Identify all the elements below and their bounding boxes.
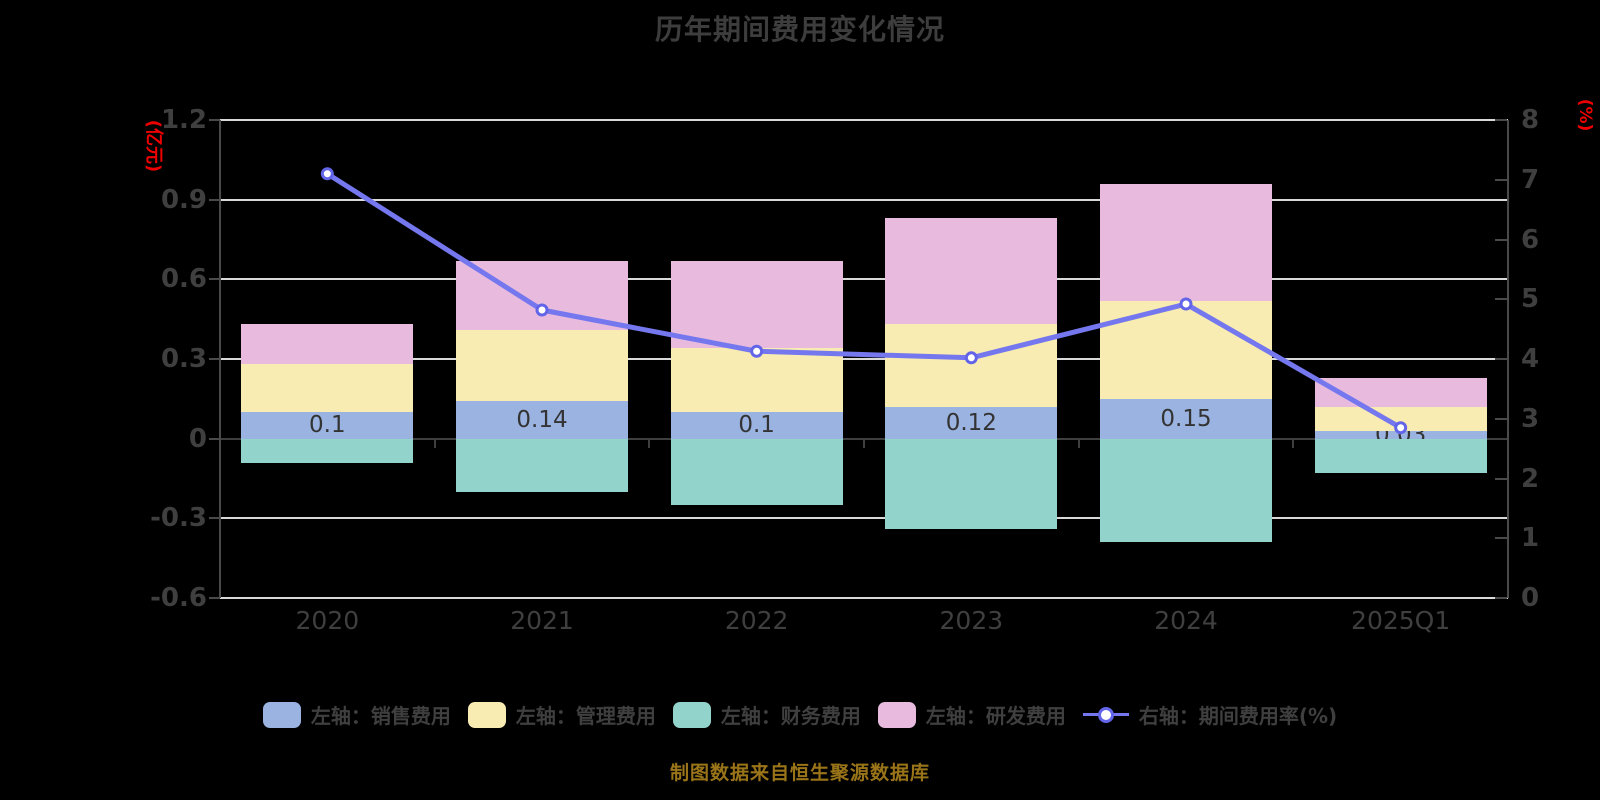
- legend-label: 左轴：管理费用: [515, 704, 656, 728]
- right-axis-tick: [1495, 178, 1507, 181]
- right-axis-tick: [1495, 238, 1507, 241]
- legend: 左轴：销售费用 左轴：管理费用 左轴：财务费用 左轴：研发费用 右轴：期间费用率(%): [0, 700, 1600, 729]
- legend-swatch-admin-expense: [467, 701, 506, 728]
- gridline: [220, 597, 1508, 599]
- left-axis-tick-label: 0.6: [160, 264, 207, 295]
- right-axis-tick: [1495, 119, 1507, 121]
- legend-item-admin-expense[interactable]: 左轴：管理费用: [467, 700, 656, 729]
- legend-item-period-expense-ratio[interactable]: 右轴：期间费用率(%): [1082, 700, 1338, 729]
- left-axis-tick-labels: 1.2 0.9 0.6 0.3 0 -0.3 -0.6: [0, 0, 207, 800]
- left-axis-tick-label: 1.2: [160, 105, 207, 135]
- left-axis-tick: [209, 437, 220, 440]
- category-boundary-tick: [863, 438, 865, 448]
- right-axis-tick: [1495, 298, 1507, 301]
- left-axis-tick: [209, 517, 220, 520]
- bar-value-label: 0.15: [1160, 405, 1212, 432]
- left-axis-tick-label: -0.6: [150, 583, 207, 613]
- right-axis-tick-labels: 8 7 6 5 4 3 2 1 0: [1521, 0, 1591, 800]
- legend-item-finance-expense[interactable]: 左轴：财务费用: [672, 700, 861, 729]
- legend-label: 左轴：研发费用: [925, 704, 1066, 728]
- bar-segment-admin-expense: [1100, 300, 1272, 399]
- right-axis-tick-label: 1: [1521, 523, 1540, 554]
- plot-area: 0.1 0.14 0.1 0.12 0.15 0.03: [209, 119, 1509, 599]
- bar-segment-rnd-expense: [241, 324, 414, 365]
- left-axis-tick: [209, 119, 220, 121]
- legend-swatch-rnd-expense: [877, 701, 916, 728]
- gridline: [220, 119, 1508, 121]
- bar-value-label: 0.12: [945, 409, 997, 436]
- category-boundary-tick: [648, 438, 651, 448]
- bar-segment-rnd-expense: [1100, 183, 1272, 301]
- legend-label: 左轴：销售费用: [310, 704, 451, 728]
- right-axis-tick: [1495, 597, 1507, 599]
- bar-segment-admin-expense: [456, 329, 628, 402]
- right-axis-tick-label: 5: [1521, 284, 1540, 315]
- x-axis-label: 2025Q1: [1351, 606, 1451, 635]
- gridline: [220, 198, 1508, 201]
- right-axis-tick-label: 7: [1521, 164, 1540, 195]
- bar-segment-finance-expense: [1314, 438, 1487, 474]
- right-axis-tick-label: 2: [1521, 463, 1540, 494]
- bar-segment-rnd-expense: [885, 218, 1058, 325]
- bar-segment-finance-expense: [241, 438, 414, 463]
- legend-label: 右轴：期间费用率(%): [1138, 704, 1338, 728]
- bar-segment-admin-expense: [670, 348, 843, 413]
- bar-segment-finance-expense: [670, 438, 843, 506]
- right-axis-tick-label: 0: [1521, 583, 1540, 613]
- legend-line-dot: [1097, 706, 1114, 723]
- x-axis-label: 2020: [295, 606, 360, 635]
- bar-segment-finance-expense: [1100, 438, 1272, 543]
- left-axis-tick-label: 0: [188, 423, 207, 454]
- left-axis-line: [219, 120, 221, 598]
- category-boundary-tick: [1077, 438, 1080, 448]
- category-boundary-tick: [1292, 438, 1295, 448]
- bar-value-label: 0.14: [516, 407, 568, 434]
- legend-label: 左轴：财务费用: [720, 704, 861, 728]
- bar-segment-rnd-expense: [456, 260, 628, 330]
- x-axis-label: 2021: [510, 606, 574, 635]
- bar-segment-rnd-expense: [1314, 377, 1487, 407]
- right-axis-tick: [1495, 537, 1507, 540]
- bar-segment-sales-expense: [1314, 430, 1487, 439]
- right-axis-line: [1507, 120, 1509, 598]
- right-axis-tick-label: 4: [1521, 344, 1540, 374]
- left-axis-tick: [209, 358, 220, 360]
- bar-segment-admin-expense: [1314, 406, 1487, 431]
- bar-value-label: 0.1: [309, 412, 346, 439]
- data-source-note: 制图数据来自恒生聚源数据库: [669, 762, 930, 784]
- left-axis-tick: [209, 278, 220, 281]
- right-axis-tick-label: 6: [1521, 224, 1540, 255]
- left-axis-tick-label: 0.3: [160, 344, 207, 374]
- legend-swatch-finance-expense: [672, 701, 711, 728]
- x-axis-label: 2023: [939, 606, 1004, 635]
- gridline: [220, 278, 1508, 281]
- bar-segment-admin-expense: [885, 324, 1058, 407]
- legend-line-marker-icon: [1082, 702, 1129, 728]
- x-axis-label: 2022: [724, 606, 789, 635]
- bar-segment-finance-expense: [885, 438, 1058, 529]
- legend-item-rnd-expense[interactable]: 左轴：研发费用: [877, 700, 1066, 729]
- legend-item-sales-expense[interactable]: 左轴：销售费用: [262, 700, 451, 729]
- left-axis-tick: [209, 597, 220, 599]
- legend-swatch-sales-expense: [262, 701, 301, 728]
- right-axis-tick: [1495, 417, 1507, 420]
- chart-title: 历年期间费用变化情况: [654, 13, 945, 46]
- right-axis-tick-label: 8: [1521, 105, 1540, 135]
- bar-segment-finance-expense: [456, 438, 628, 492]
- right-axis-tick: [1495, 358, 1507, 360]
- left-axis-tick-label: -0.3: [150, 503, 207, 534]
- left-axis-tick-label: 0.9: [160, 184, 207, 215]
- x-axis-label: 2024: [1154, 606, 1218, 635]
- right-axis-tick-label: 3: [1521, 403, 1540, 434]
- left-axis-tick: [209, 198, 220, 201]
- gridline: [220, 517, 1508, 520]
- right-axis-tick: [1495, 477, 1507, 480]
- bar-value-label: 0.1: [738, 412, 775, 439]
- bar-segment-admin-expense: [241, 364, 414, 413]
- category-boundary-tick: [433, 438, 436, 448]
- bar-segment-rnd-expense: [670, 260, 843, 349]
